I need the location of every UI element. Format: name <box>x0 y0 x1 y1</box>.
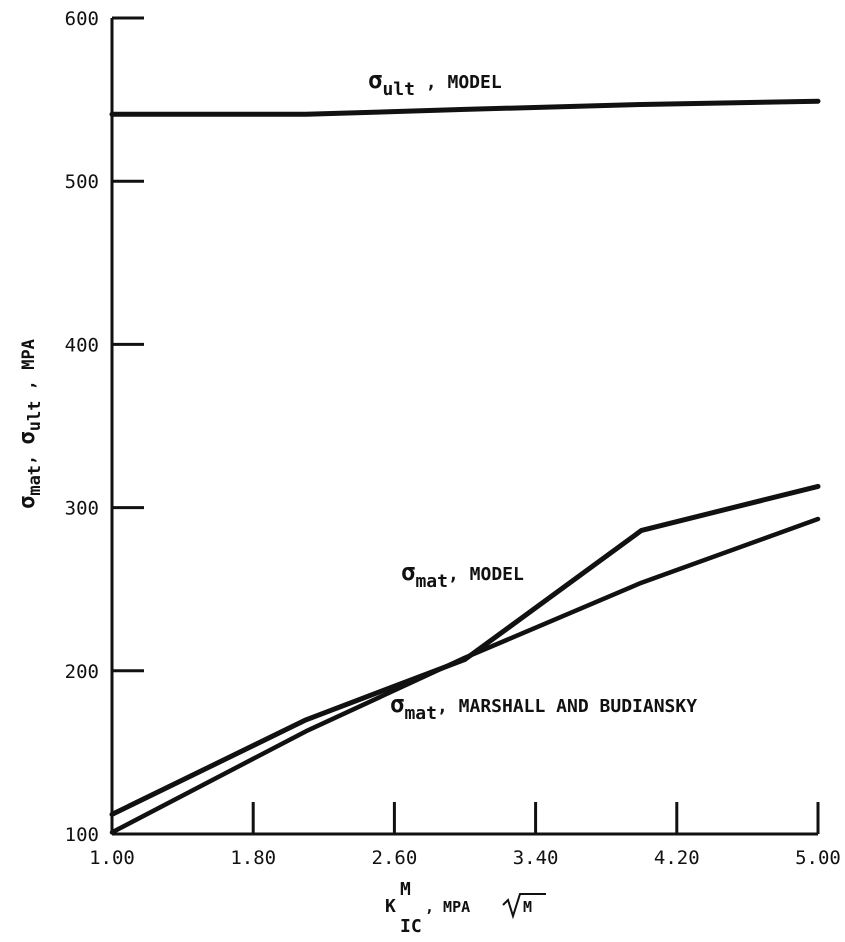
y-axis-label: σmat, σult , MPA <box>15 339 45 509</box>
y-label-sub-1: mat <box>25 465 45 496</box>
y-tick-label: 100 <box>65 824 99 846</box>
x-tick-label: 4.20 <box>654 847 700 869</box>
annotation-mat-model: σmat, MODEL <box>401 558 524 592</box>
annotation-ult-model-sigma: σ <box>368 66 382 94</box>
x-label-sup: M <box>400 879 411 900</box>
x-tick-label: 5.00 <box>795 847 841 869</box>
x-tick-label: 2.60 <box>372 847 418 869</box>
annotation-mat-mb-sub: mat <box>404 703 437 724</box>
y-tick-label: 400 <box>65 334 99 356</box>
y-tick-label: 300 <box>65 498 99 520</box>
sqrt-radical-icon <box>502 893 546 920</box>
annotation-mat-model-text: , MODEL <box>448 564 524 585</box>
annotation-mat-mb-sigma: σ <box>390 690 404 718</box>
x-axis-label: K M IC , MPA M <box>385 879 546 937</box>
series-line-ult-model <box>109 98 821 117</box>
series-group <box>109 98 821 835</box>
y-ticks: 100 200 300 400 500 600 <box>65 8 144 846</box>
y-tick-label: 500 <box>65 171 99 193</box>
y-label-sub-2: ult <box>25 401 45 432</box>
x-label-k: K <box>385 896 396 917</box>
x-label-sub: IC <box>400 916 422 937</box>
annotation-mat-model-sigma: σ <box>401 558 415 586</box>
x-tick-label: 3.40 <box>513 847 559 869</box>
annotation-mat-model-sub: mat <box>415 571 448 592</box>
x-tick-label: 1.00 <box>89 847 135 869</box>
y-tick-label: 200 <box>65 661 99 683</box>
series-line-mat-model <box>109 483 821 817</box>
y-label-unit: , MPA <box>19 339 39 400</box>
y-label-sigma-1: σ <box>15 496 40 509</box>
annotation-ult-model-text: , MODEL <box>415 72 502 93</box>
x-label-unit: , MPA <box>425 898 470 916</box>
annotation-ult-model: σult , MODEL <box>368 66 502 100</box>
x-label-root: M <box>523 898 532 916</box>
y-label-sep-1: , <box>19 444 39 464</box>
x-tick-label: 1.80 <box>230 847 276 869</box>
annotation-mat-mb-text: , MARSHALL AND BUDIANSKY <box>437 696 697 717</box>
x-ticks: 1.00 1.80 2.60 3.40 4.20 5.00 <box>89 802 841 869</box>
y-tick-label: 600 <box>65 8 99 30</box>
series-line-mat-marshall-budiansky <box>109 516 821 835</box>
annotation-ult-model-sub: ult <box>382 79 415 100</box>
svg-text:σmat, σult , MPA: σmat, σult , MPA <box>15 339 45 509</box>
annotation-mat-mb: σmat, MARSHALL AND BUDIANSKY <box>390 690 697 724</box>
y-label-sigma-2: σ <box>15 431 40 444</box>
